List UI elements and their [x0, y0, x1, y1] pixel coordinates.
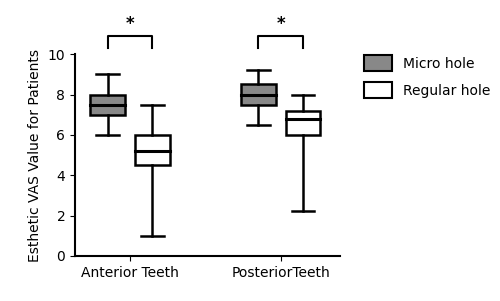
Bar [136, 135, 170, 165]
Y-axis label: Esthetic VAS Value for Patients: Esthetic VAS Value for Patients [28, 48, 42, 262]
Bar [242, 84, 276, 104]
Legend: Micro hole, Regular hole: Micro hole, Regular hole [360, 51, 495, 103]
Text: *: * [276, 15, 285, 33]
Bar [90, 95, 124, 115]
Text: *: * [126, 15, 134, 33]
Bar [286, 111, 320, 135]
